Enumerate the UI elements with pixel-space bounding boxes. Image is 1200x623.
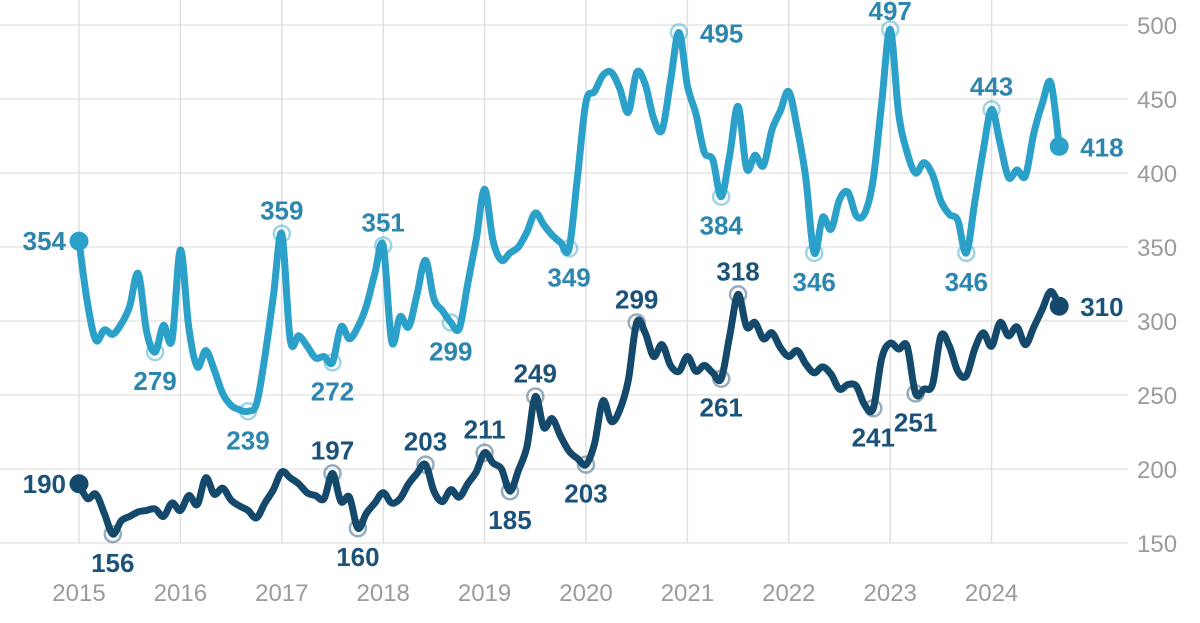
data-point-label: 299: [615, 285, 658, 315]
y-axis-tick-label: 250: [1137, 383, 1177, 410]
x-axis-tick-label: 2023: [864, 580, 917, 607]
data-point-label: 351: [362, 208, 405, 238]
data-point-ring: [627, 313, 646, 332]
data-point-ring: [272, 224, 292, 243]
data-point-label: 251: [894, 408, 937, 438]
data-point-dot: [69, 231, 89, 251]
data-point-ring: [906, 384, 925, 403]
data-point-label: 443: [970, 71, 1013, 101]
data-point-ring: [103, 524, 123, 544]
x-axis-tick-label: 2015: [52, 580, 105, 607]
data-point-label: 495: [700, 18, 743, 48]
data-point-ring: [323, 464, 342, 483]
data-point-ring: [804, 243, 824, 263]
data-point-ring: [982, 100, 1001, 119]
data-point-label: 261: [700, 393, 743, 423]
data-point-label: 197: [311, 435, 354, 465]
x-axis-tick-label: 2024: [965, 580, 1018, 607]
data-point-dot: [1049, 296, 1069, 316]
data-point-ring: [416, 455, 435, 474]
y-axis-tick-label: 200: [1137, 457, 1177, 484]
data-point-ring: [711, 369, 731, 388]
y-axis-tick-label: 350: [1137, 235, 1177, 262]
data-point-label: 156: [91, 548, 134, 578]
data-point-label: 241: [852, 422, 895, 452]
data-point-label: 185: [488, 505, 531, 535]
data-point-label: 359: [260, 196, 303, 226]
data-point-ring: [864, 399, 883, 418]
data-point-label: 160: [336, 542, 379, 572]
y-axis-tick-label: 450: [1137, 87, 1177, 114]
data-point-ring: [373, 236, 393, 255]
lower-line: [75, 287, 1063, 538]
data-point-dot: [69, 474, 89, 494]
data-point-label: 418: [1080, 132, 1123, 162]
data-point-label: 349: [547, 263, 590, 293]
data-point-ring: [728, 285, 748, 304]
data-point-ring: [323, 353, 342, 372]
x-axis-tick-label: 2019: [458, 580, 511, 607]
data-point-ring: [669, 23, 689, 42]
data-point-ring: [500, 481, 520, 501]
data-point-label: 203: [404, 427, 447, 457]
data-point-label: 346: [945, 267, 988, 297]
data-point-label: 354: [23, 226, 67, 256]
data-point-label: 239: [226, 425, 269, 455]
y-axis-tick-label: 300: [1137, 309, 1177, 336]
x-axis-tick-label: 2022: [762, 580, 815, 607]
data-point-ring: [348, 518, 368, 538]
data-point-label: 211: [464, 415, 506, 445]
data-point-label: 384: [700, 211, 744, 241]
data-point-label: 318: [716, 256, 759, 286]
data-point-ring: [711, 187, 731, 206]
x-axis-tick-label: 2020: [559, 580, 612, 607]
y-axis-tick-label: 150: [1137, 531, 1177, 558]
x-axis-tick-label: 2018: [357, 580, 410, 607]
data-point-ring: [576, 455, 596, 474]
data-point-ring: [880, 20, 900, 39]
x-axis-tick-label: 2021: [661, 580, 714, 607]
data-point-ring: [526, 387, 545, 406]
y-axis-tick-label: 400: [1137, 161, 1177, 188]
data-point-label: 190: [23, 469, 66, 499]
data-point-label: 279: [133, 366, 176, 396]
data-point-label: 249: [514, 359, 557, 389]
data-point-label: 272: [311, 376, 354, 406]
data-point-label: 497: [869, 0, 912, 26]
x-axis-tick-label: 2017: [255, 580, 308, 607]
data-point-ring: [559, 239, 579, 258]
data-point-label: 203: [564, 479, 607, 509]
data-point-label: 310: [1080, 292, 1123, 322]
upper-line: [75, 25, 1063, 416]
data-point-ring: [238, 402, 258, 421]
x-axis-tick-label: 2016: [154, 580, 207, 607]
data-point-ring: [475, 443, 494, 462]
y-axis-tick-label: 500: [1137, 13, 1177, 40]
data-point-label: 299: [429, 337, 472, 367]
data-point-ring: [441, 313, 461, 332]
data-point-label: 346: [793, 267, 836, 297]
data-point-ring: [957, 243, 976, 263]
data-point-ring: [145, 342, 165, 362]
data-point-dot: [1049, 136, 1069, 156]
